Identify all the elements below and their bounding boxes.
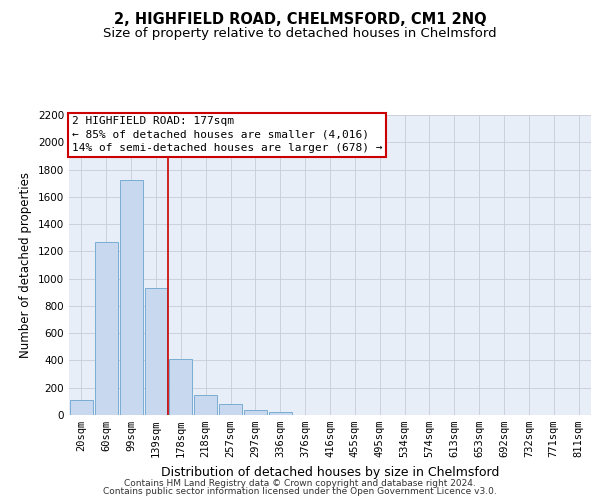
- Text: 2, HIGHFIELD ROAD, CHELMSFORD, CM1 2NQ: 2, HIGHFIELD ROAD, CHELMSFORD, CM1 2NQ: [113, 12, 487, 28]
- Bar: [244, 410, 267, 415]
- Text: Contains public sector information licensed under the Open Government Licence v3: Contains public sector information licen…: [103, 487, 497, 496]
- Bar: [70, 400, 93, 415]
- Bar: [269, 412, 292, 415]
- Text: Size of property relative to detached houses in Chelmsford: Size of property relative to detached ho…: [103, 28, 497, 40]
- Y-axis label: Number of detached properties: Number of detached properties: [19, 172, 32, 358]
- Bar: [120, 180, 143, 415]
- Text: 2 HIGHFIELD ROAD: 177sqm
← 85% of detached houses are smaller (4,016)
14% of sem: 2 HIGHFIELD ROAD: 177sqm ← 85% of detach…: [71, 116, 382, 153]
- Bar: [169, 359, 192, 415]
- Bar: [95, 242, 118, 415]
- Bar: [194, 394, 217, 415]
- X-axis label: Distribution of detached houses by size in Chelmsford: Distribution of detached houses by size …: [161, 466, 499, 478]
- Bar: [145, 288, 167, 415]
- Bar: [219, 404, 242, 415]
- Text: Contains HM Land Registry data © Crown copyright and database right 2024.: Contains HM Land Registry data © Crown c…: [124, 478, 476, 488]
